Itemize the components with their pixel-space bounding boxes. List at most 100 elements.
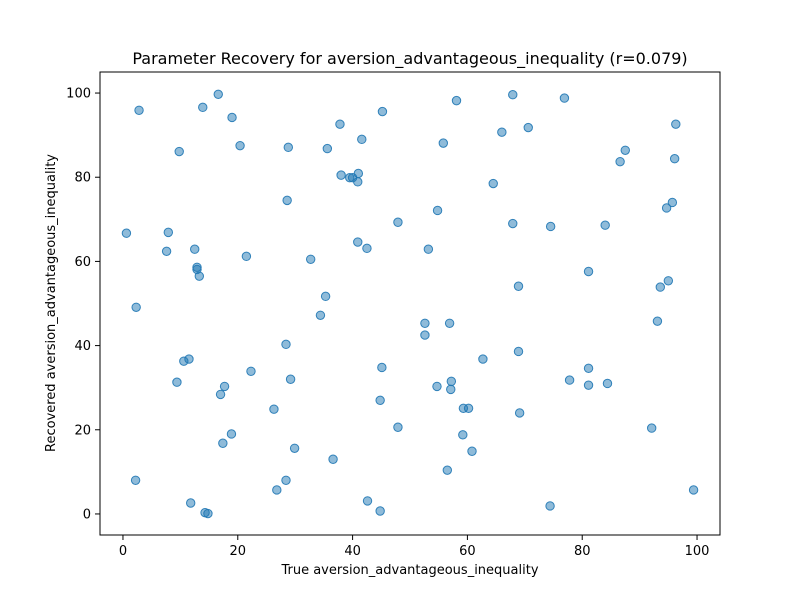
x-tick-label: 60	[459, 544, 476, 559]
scatter-point-9	[335, 119, 345, 129]
scatter-point-67	[377, 362, 387, 373]
scatter-point-50	[315, 310, 326, 320]
scatter-point-28	[282, 195, 292, 206]
scatter-point-98	[375, 506, 385, 516]
points-layer	[121, 89, 699, 519]
scatter-point-54	[513, 281, 524, 291]
plot-frame	[99, 71, 721, 536]
scatter-point-43	[362, 243, 372, 254]
scatter-point-19	[615, 156, 625, 167]
scatter-point-75	[583, 363, 594, 374]
scatter-point-82	[393, 422, 403, 432]
scatter-point-20	[671, 119, 681, 129]
scatter-point-3	[198, 102, 208, 113]
scatter-point-94	[186, 498, 196, 508]
scatter-point-93	[272, 485, 282, 495]
scatter-point-70	[446, 376, 457, 387]
scatter-point-92	[281, 475, 291, 485]
scatter-point-34	[667, 197, 678, 208]
scatter-point-21	[669, 154, 680, 164]
scatter-point-25	[353, 168, 364, 179]
scatter-point-73	[513, 346, 524, 357]
scatter-point-66	[285, 374, 296, 384]
scatter-point-37	[163, 227, 174, 238]
scatter-point-14	[559, 93, 570, 103]
scatter-point-48	[131, 302, 141, 312]
scatter-point-81	[289, 443, 300, 453]
scatter-point-84	[463, 403, 474, 414]
scatter-point-87	[467, 446, 477, 456]
scatter-point-44	[423, 244, 434, 254]
scatter-point-33	[600, 220, 610, 230]
scatter-point-17	[438, 138, 448, 148]
scatter-point-7	[283, 142, 293, 153]
scatter-point-11	[377, 106, 388, 117]
scatter-point-40	[241, 251, 252, 262]
scatter-point-85	[514, 408, 525, 418]
scatter-point-59	[281, 339, 291, 350]
scatter-point-62	[172, 377, 182, 387]
scatter-point-64	[219, 381, 230, 392]
scatter-point-55	[583, 266, 594, 277]
y-axis-label: Recovered aversion_advantageous_inequali…	[44, 154, 59, 452]
y-tick-label: 100	[66, 87, 91, 102]
y-axis-ticks: 0 20 40 60 80 100	[66, 87, 100, 522]
scatter-point-89	[328, 454, 338, 464]
y-tick-label: 20	[74, 423, 91, 438]
scatter-point-97	[362, 496, 373, 506]
scatter-point-18	[620, 145, 630, 155]
scatter-point-80	[218, 438, 228, 448]
scatter-point-29	[393, 217, 403, 227]
scatter-point-88	[646, 423, 657, 433]
scatter-point-96	[203, 508, 213, 519]
scatter-point-99	[545, 501, 555, 511]
scatter-point-53	[444, 318, 455, 328]
scatter-point-78	[269, 404, 279, 414]
y-tick-label: 40	[74, 339, 91, 354]
scatter-point-36	[121, 228, 132, 238]
scatter-point-15	[497, 127, 507, 137]
scatter-point-4	[227, 112, 237, 123]
scatter-point-5	[174, 146, 184, 157]
y-tick-label: 80	[74, 171, 91, 186]
scatter-point-91	[130, 475, 141, 485]
scatter-point-38	[161, 246, 172, 257]
scatter-point-58	[652, 316, 663, 326]
scatter-point-30	[432, 205, 443, 216]
x-tick-label: 80	[574, 544, 591, 559]
scatter-point-79	[226, 429, 237, 439]
scatter-point-61	[184, 354, 194, 364]
scatter-point-90	[442, 465, 453, 475]
scatter-point-76	[583, 380, 594, 390]
scatter-point-72	[478, 354, 488, 364]
scatter-point-65	[215, 389, 226, 400]
scatter-point-63	[246, 366, 256, 376]
scatter-point-68	[375, 395, 385, 406]
scatter-point-57	[663, 276, 674, 286]
scatter-point-12	[451, 95, 462, 106]
scatter-point-2	[213, 89, 223, 100]
scatter-point-47	[194, 271, 205, 281]
scatter-point-31	[508, 218, 518, 229]
scatter-point-10	[357, 134, 367, 145]
scatter-point-39	[190, 244, 200, 254]
scatter-point-71	[446, 384, 456, 395]
scatter-point-49	[320, 291, 331, 302]
scatter-point-1	[134, 105, 144, 116]
scatter-point-22	[336, 170, 346, 180]
y-tick-label: 0	[83, 507, 91, 522]
scatter-point-42	[353, 237, 363, 247]
x-tick-label: 100	[685, 544, 710, 559]
x-tick-label: 20	[230, 544, 247, 559]
scatter-point-13	[508, 90, 518, 100]
x-tick-label: 40	[344, 544, 361, 559]
x-axis-ticks: 0 20 40 60 80 100	[119, 535, 710, 559]
chart-title: Parameter Recovery for aversion_advantag…	[132, 49, 687, 69]
x-tick-label: 0	[119, 544, 127, 559]
scatter-point-51	[420, 318, 430, 328]
scatter-point-27	[488, 178, 498, 189]
scatter-point-74	[564, 375, 575, 385]
scatter-point-8	[322, 143, 333, 154]
scatter-point-69	[432, 381, 442, 392]
